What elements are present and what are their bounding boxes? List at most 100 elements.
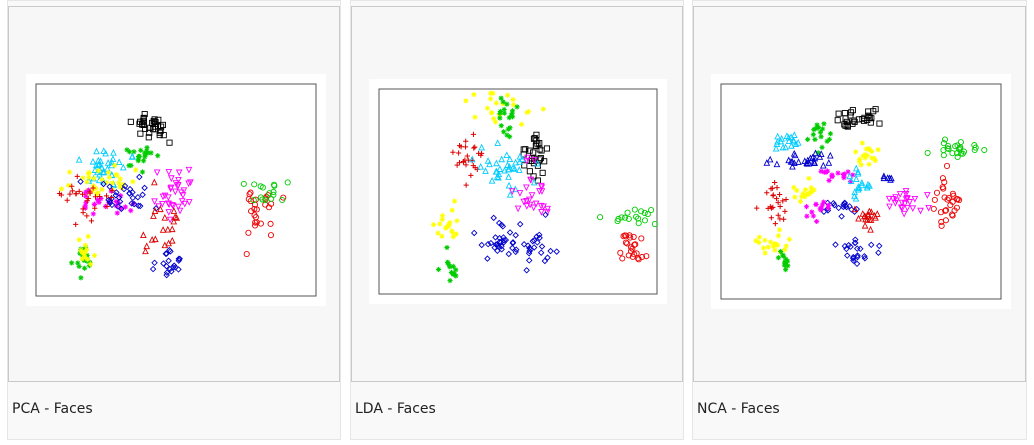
scatter-plot-nca xyxy=(711,74,1011,309)
data-point xyxy=(850,172,856,178)
data-point xyxy=(267,232,275,239)
data-point xyxy=(168,225,176,233)
data-point xyxy=(780,198,786,204)
data-point xyxy=(90,185,96,191)
data-point xyxy=(505,173,512,180)
data-point xyxy=(67,191,73,197)
data-point xyxy=(819,144,825,150)
data-point xyxy=(455,150,462,156)
data-point xyxy=(144,145,150,151)
data-point xyxy=(506,162,513,170)
data-point xyxy=(764,190,770,196)
data-point xyxy=(90,211,96,217)
data-point xyxy=(940,152,947,159)
data-point xyxy=(82,203,88,209)
gallery-card-pca[interactable]: PCA - Faces xyxy=(7,0,341,440)
data-point xyxy=(953,204,960,211)
data-point xyxy=(99,176,105,183)
data-point xyxy=(831,201,838,209)
data-point xyxy=(484,105,491,111)
data-point xyxy=(638,208,645,215)
data-point xyxy=(824,138,830,144)
data-point xyxy=(783,243,789,249)
data-point xyxy=(840,203,847,211)
data-point xyxy=(126,190,133,197)
thumbnail-frame[interactable] xyxy=(8,6,340,382)
data-point xyxy=(137,130,144,137)
data-point xyxy=(635,220,642,227)
data-point xyxy=(497,115,503,121)
data-point xyxy=(855,184,863,191)
data-point xyxy=(85,170,91,177)
data-point xyxy=(777,216,783,222)
data-point xyxy=(528,192,536,199)
thumbnail-frame[interactable] xyxy=(693,6,1026,382)
data-point xyxy=(885,195,893,203)
data-point xyxy=(447,219,453,226)
data-point xyxy=(157,205,164,213)
data-point xyxy=(954,196,961,203)
data-point xyxy=(855,214,862,222)
data-point xyxy=(776,227,783,233)
data-point xyxy=(496,165,504,172)
caption-pca: PCA - Faces xyxy=(12,401,93,417)
data-point xyxy=(104,203,110,210)
data-point xyxy=(80,175,86,181)
data-point xyxy=(175,255,183,263)
data-point xyxy=(94,161,102,168)
data-point xyxy=(84,179,90,185)
data-point xyxy=(826,151,834,159)
data-point xyxy=(871,156,877,162)
data-point xyxy=(799,194,805,200)
data-point xyxy=(848,206,855,213)
data-point xyxy=(829,174,835,180)
data-point xyxy=(165,169,173,176)
data-point xyxy=(770,243,776,249)
data-point xyxy=(112,192,119,199)
data-point xyxy=(859,140,865,146)
data-point xyxy=(811,126,817,133)
gallery-card-lda[interactable]: LDA - Faces xyxy=(350,0,684,440)
data-point xyxy=(163,250,170,257)
data-point xyxy=(435,266,442,273)
data-point xyxy=(460,158,467,165)
data-point xyxy=(252,222,259,229)
data-point xyxy=(509,239,517,246)
data-point xyxy=(496,234,503,242)
data-point xyxy=(782,260,788,266)
data-point xyxy=(478,143,485,151)
data-point xyxy=(110,148,117,156)
data-point xyxy=(773,160,781,168)
data-point xyxy=(523,184,530,192)
data-point xyxy=(80,250,86,256)
data-point xyxy=(516,190,524,197)
data-point xyxy=(150,117,157,125)
data-point xyxy=(81,265,88,271)
data-point xyxy=(862,155,868,161)
data-point xyxy=(464,153,470,159)
data-point xyxy=(454,218,460,224)
data-point xyxy=(520,146,527,153)
data-point xyxy=(500,237,508,244)
gallery-card-nca[interactable]: NCA - Faces xyxy=(692,0,1027,440)
data-point xyxy=(150,212,157,219)
data-point xyxy=(93,147,100,155)
data-point xyxy=(471,91,477,98)
data-point xyxy=(509,108,516,114)
data-point xyxy=(510,96,516,103)
data-point xyxy=(538,243,546,250)
data-point xyxy=(873,210,881,217)
data-point xyxy=(133,167,139,173)
data-point xyxy=(783,256,789,262)
data-point xyxy=(614,218,621,225)
data-point xyxy=(516,220,524,228)
data-point xyxy=(597,214,604,221)
data-point xyxy=(112,162,118,168)
data-point xyxy=(498,95,504,101)
data-point xyxy=(756,234,762,240)
data-point xyxy=(620,233,627,240)
data-point xyxy=(777,203,783,210)
data-point xyxy=(245,229,252,236)
thumbnail-frame[interactable] xyxy=(351,6,683,382)
data-point xyxy=(859,115,866,123)
